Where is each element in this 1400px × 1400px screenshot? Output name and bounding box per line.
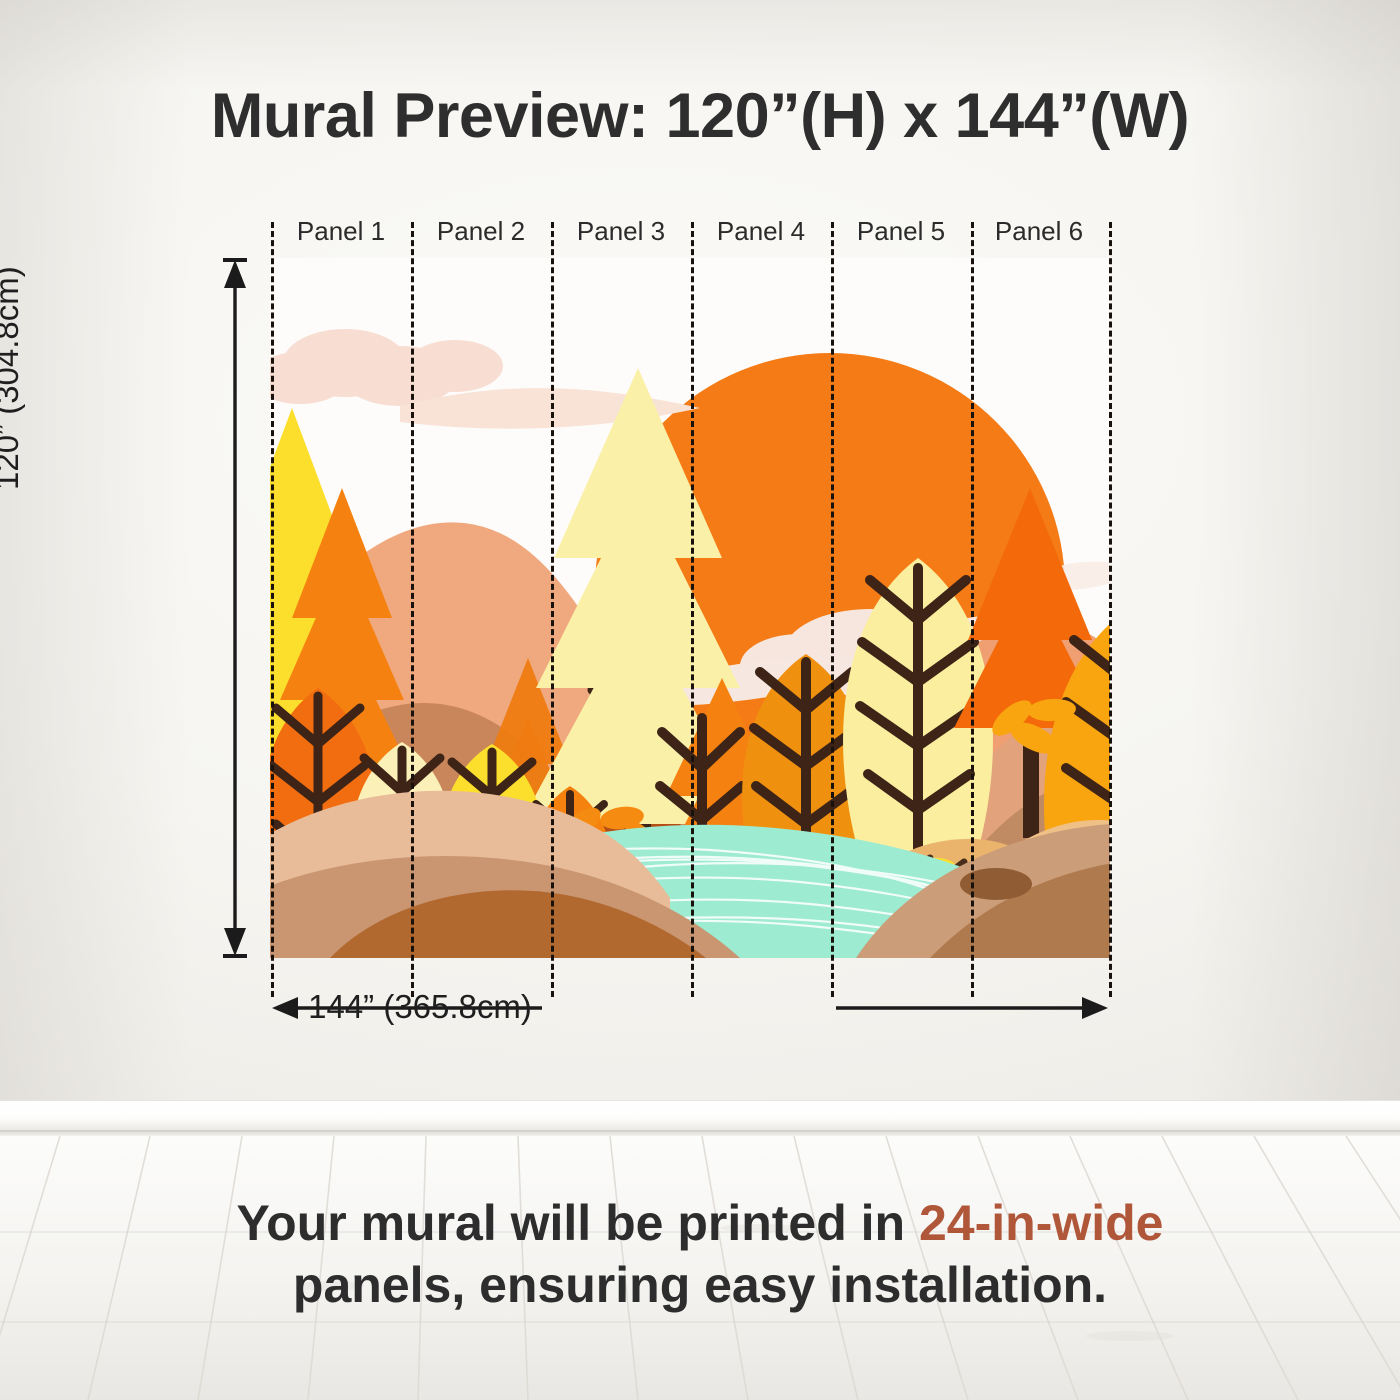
baseboard-shadow	[0, 1130, 1400, 1137]
caption-line-1: Your mural will be printed in 24-in-wide	[0, 1192, 1400, 1254]
wall-shade-left	[0, 0, 190, 1100]
width-dimension-arrow	[270, 988, 1110, 1028]
wood-floor	[0, 1136, 1400, 1400]
panel-divider-3	[691, 222, 694, 997]
panel-divider-0	[271, 222, 274, 997]
caption: Your mural will be printed in 24-in-wide…	[0, 1192, 1400, 1316]
width-dimension-label: 144” (365.8cm)	[308, 988, 532, 1025]
panel-label-3: Panel 3	[576, 216, 666, 246]
height-dimension-label: 120” (304.8cm)	[0, 266, 25, 490]
panel-divider-4	[831, 222, 834, 997]
panel-label-4: Panel 4	[716, 216, 806, 246]
caption-line-2: panels, ensuring easy installation.	[292, 1257, 1108, 1313]
horizontal-arrow-icon	[272, 997, 1108, 1019]
wall-shade-right	[1190, 0, 1400, 1100]
panel-label-1: Panel 1	[296, 216, 386, 246]
panel-label-2: Panel 2	[436, 216, 526, 246]
vertical-arrow-icon	[223, 258, 247, 958]
baseboard	[0, 1100, 1400, 1132]
panel-label-5: Panel 5	[856, 216, 946, 246]
caption-accent-panel-width: 24-in-wide	[919, 1195, 1164, 1251]
height-dimension-arrow	[222, 258, 248, 958]
panel-divider-2	[551, 222, 554, 997]
floor-planks-icon	[0, 1136, 1400, 1400]
wall-shade-top	[0, 0, 1400, 90]
panel-divider-5	[971, 222, 974, 997]
page-title: Mural Preview: 120”(H) x 144”(W)	[210, 81, 1190, 151]
panel-label-6: Panel 6	[994, 216, 1084, 246]
caption-line-1-prefix: Your mural will be printed in	[236, 1195, 919, 1251]
mural-preview-area[interactable]	[270, 258, 1110, 958]
mural-artwork	[270, 258, 1110, 958]
panel-divider-6	[1109, 222, 1112, 997]
panel-divider-1	[411, 222, 414, 997]
